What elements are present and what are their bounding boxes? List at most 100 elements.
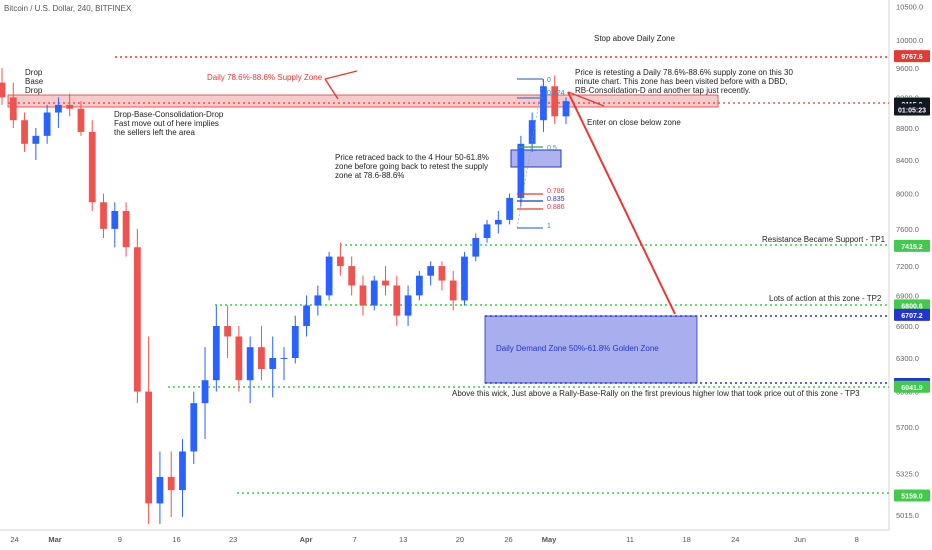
time-tick-label: 18 [683, 535, 691, 544]
candle-body [179, 451, 186, 491]
price-tick-label: 8800.0 [896, 124, 919, 133]
candle-body [133, 247, 141, 392]
fib-label-0: 0 [547, 77, 551, 84]
retest-note-line-2: minute chart. This zone has been visited… [575, 77, 787, 86]
demand-zone[interactable] [484, 315, 698, 384]
supply-pointer-line [324, 78, 339, 100]
demand-zone-note: Daily Demand Zone 50%-61.8% Golden Zone [496, 344, 659, 353]
time-axis: 24 Mar 9 16 23 Apr 7 13 20 26 May 11 18 24 Jun 8 [10, 535, 858, 544]
tp3-note: Above this wick, Just above a Rally-Base… [452, 389, 860, 398]
price-label-box [894, 50, 930, 63]
price-tick-label: 8400.0 [896, 156, 919, 165]
fib-label-0835: 0.835 [547, 196, 565, 203]
candle-body [246, 347, 254, 381]
price-label-box [894, 308, 930, 321]
symbol-title: Bitcoin / U.S. Dollar, 240, BITFINEX [4, 4, 132, 13]
candle-body [269, 358, 277, 370]
time-tick-label: 7 [353, 535, 357, 544]
candle-body [517, 143, 525, 198]
candle-body [303, 305, 310, 326]
time-tick-label: 11 [626, 535, 634, 544]
candle-body [167, 476, 175, 491]
entry-pointer-line [567, 91, 605, 107]
time-tick-label: Mar [48, 535, 61, 544]
stop-note: Stop above Daily Zone [594, 34, 675, 43]
candle-body [21, 120, 28, 144]
price-axis: 10500.010000.09600.09200.08800.08400.080… [896, 2, 923, 520]
price-label-text: 7415.2 [901, 244, 923, 251]
candle-body [551, 86, 559, 117]
time-tick-label: 26 [504, 535, 512, 544]
retest-note-line-1: Price is retesting a Daily 78.6%-88.6% s… [575, 68, 793, 77]
candle-body [145, 391, 153, 504]
fib-retracement[interactable]: 0 0.124 0.5 0.786 0.835 0.886 1 [516, 77, 565, 230]
dbcd-note-1: Drop-Base-Consolidation-Drop [114, 110, 224, 119]
fib-trend-line [516, 78, 544, 229]
entry-note: Enter on close below zone [587, 118, 681, 127]
price-tick-label: 5700.0 [896, 423, 919, 432]
dbcd-note-2: Fast move out of here implies [114, 119, 219, 128]
candle-body [494, 219, 502, 225]
fib-label-0786: 0.786 [547, 188, 565, 195]
candle-body [359, 285, 367, 306]
price-label-text: 6800.6 [901, 303, 923, 310]
candle-body [370, 280, 378, 306]
candle-body [88, 131, 96, 203]
retraced-note-2: zone before going back to retest the sup… [335, 162, 488, 171]
candle-body [235, 336, 243, 381]
fib-label-05: 0.5 [547, 145, 557, 152]
candle-body [111, 211, 119, 229]
candles [0, 68, 570, 524]
candle-body [291, 325, 299, 358]
candle-body [32, 135, 40, 144]
dbd-note-1: Drop [25, 68, 43, 77]
price-tick-label: 6600.0 [896, 322, 919, 331]
time-tick-label: 8 [855, 535, 859, 544]
candle-body [472, 237, 480, 257]
price-label-box [894, 103, 930, 116]
supply-zone[interactable] [7, 94, 719, 108]
candle-body [528, 120, 536, 144]
time-tick-label: 23 [229, 535, 237, 544]
time-tick-label: May [542, 535, 557, 544]
candle-body [190, 403, 198, 452]
price-label-text: 6707.2 [901, 313, 923, 320]
price-label-text: 9767.6 [901, 54, 923, 61]
price-labels: 9767.69119.69115.001:05:237415.26800.667… [894, 50, 930, 502]
price-label-text: 6041.9 [901, 385, 923, 392]
price-tick-label: 7600.0 [896, 225, 919, 234]
candle-body [43, 112, 51, 136]
candle-body [562, 101, 570, 117]
candle-body [77, 108, 85, 132]
candle-body [156, 476, 164, 504]
dbd-note-3: Drop [25, 86, 43, 95]
dbcd-note-3: the sellers left the area [114, 128, 195, 137]
fib-label-0886: 0.886 [547, 204, 565, 211]
time-tick-label: 24 [731, 535, 739, 544]
candle-body [337, 256, 344, 267]
dbd-note-2: Base [25, 77, 44, 86]
candle-body [9, 97, 17, 121]
candle-body [348, 266, 356, 286]
projected-move-line[interactable] [567, 91, 676, 315]
time-tick-label: Apr [300, 535, 313, 544]
candle-body [404, 295, 412, 316]
supply-zone-note: Daily 78.6%-88.6% Supply Zone [207, 73, 323, 82]
price-tick-label: 10500.0 [896, 2, 923, 11]
candle-body [506, 197, 513, 220]
candle-body [461, 256, 468, 301]
candle-body [438, 266, 446, 281]
retraced-note-3: zone at 78.6-88.6% [335, 171, 404, 180]
price-label-text: 01:05:23 [898, 107, 926, 114]
price-tick-label: 8000.0 [896, 190, 919, 199]
retest-note-line-3: RB-Consolidation-D and another tap just … [575, 86, 751, 95]
candle-body [66, 104, 74, 109]
candle-body [393, 285, 401, 316]
retraced-note-1: Price retraced back to the 4 Hour 50-61.… [335, 153, 489, 162]
candle-body [314, 295, 322, 306]
tp2-note: Lots of action at this zone - TP2 [769, 294, 882, 303]
time-tick-label: 9 [118, 535, 122, 544]
candle-body [382, 280, 389, 286]
candle-body [415, 275, 423, 296]
